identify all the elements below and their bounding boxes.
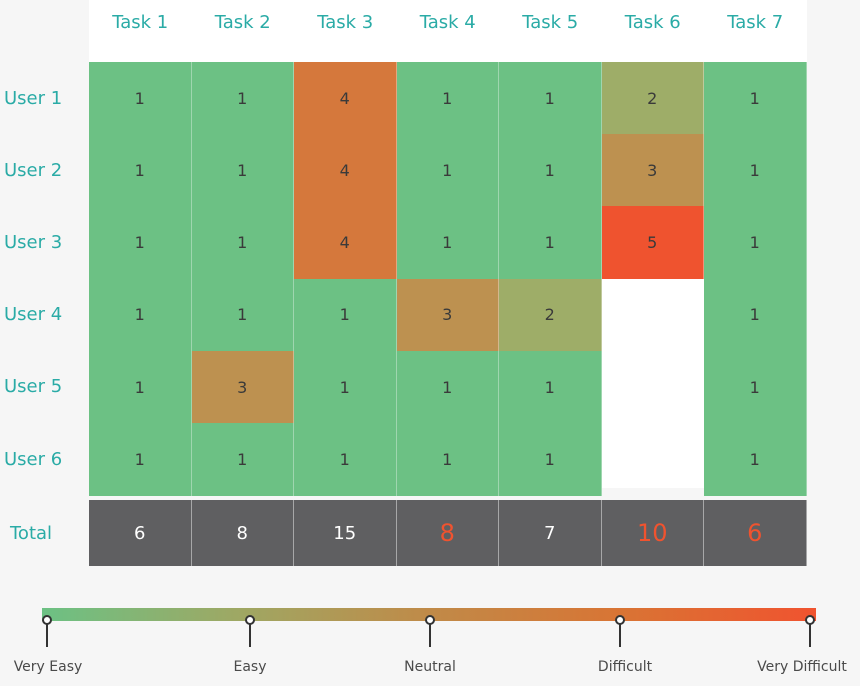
heatmap-cell: 1 <box>191 134 294 207</box>
total-label: Total <box>10 522 53 544</box>
total-cell: 8 <box>396 500 499 566</box>
heatmap-cell: 1 <box>499 134 602 207</box>
heatmap-cell: 1 <box>191 278 294 352</box>
column-header: Task 7 <box>727 11 784 33</box>
heatmap-cell: 1 <box>704 206 807 280</box>
column-header: Task 5 <box>522 11 579 33</box>
column-header: Task 1 <box>112 11 169 33</box>
heatmap-cell: 1 <box>704 350 807 424</box>
scale-label: Difficult <box>597 659 653 675</box>
heatmap-cell: 3 <box>601 134 704 207</box>
heatmap-cell: 4 <box>294 134 397 207</box>
heatmap-cell: 1 <box>499 62 602 135</box>
scale-tick-icon <box>42 615 52 647</box>
heatmap-cell: 1 <box>191 62 294 135</box>
heatmap-cell: 5 <box>601 206 704 280</box>
heatmap-cell: 1 <box>396 206 499 280</box>
heatmap-cell: 1 <box>89 423 192 496</box>
heatmap-cell: 3 <box>396 278 499 352</box>
column-header: Task 2 <box>214 11 271 33</box>
scale-label: Very Difficult <box>757 659 847 675</box>
heatmap-cell: 1 <box>704 278 807 352</box>
total-cell: 6 <box>89 500 192 566</box>
total-cell: 6 <box>704 500 807 566</box>
heatmap-cell: 1 <box>191 423 294 496</box>
heatmap-cell: 1 <box>89 62 192 135</box>
heatmap-cell: 1 <box>396 134 499 207</box>
heatmap-cell: 1 <box>191 206 294 280</box>
total-cell: 10 <box>601 500 704 566</box>
row-label: User 5 <box>4 376 63 398</box>
heatmap-cell: 1 <box>89 134 192 207</box>
heatmap-cell: 4 <box>294 62 397 135</box>
total-cell: 15 <box>294 500 397 566</box>
row-label: User 6 <box>4 448 63 470</box>
header-band <box>89 0 807 52</box>
scale-tick-icon <box>425 615 435 647</box>
scale-tick-icon <box>245 615 255 647</box>
heatmap-cell: 1 <box>396 350 499 424</box>
heatmap-cell: 1 <box>499 350 602 424</box>
scale-tick-icon <box>805 615 815 647</box>
column-header: Task 4 <box>419 11 476 33</box>
heatmap-cell: 1 <box>499 206 602 280</box>
scale-label: Very Easy <box>13 659 83 675</box>
heatmap-cell: 1 <box>294 350 397 424</box>
heatmap-cell: 1 <box>704 134 807 207</box>
heatmap-cell: 1 <box>89 206 192 280</box>
heatmap-cell: 1 <box>396 423 499 496</box>
heatmap-cell: 1 <box>499 423 602 496</box>
heatmap-cell: 1 <box>704 423 807 496</box>
heatmap-cell: 3 <box>191 350 294 424</box>
total-cell: 7 <box>499 500 602 566</box>
heatmap-cell: 1 <box>294 423 397 496</box>
row-label: User 4 <box>4 304 63 326</box>
heatmap-cell: 4 <box>294 206 397 280</box>
total-cell: 8 <box>191 500 294 566</box>
heatmap-cell: 1 <box>89 350 192 424</box>
heatmap-cell: 1 <box>294 278 397 352</box>
heatmap-cell: 2 <box>601 62 704 135</box>
heatmap-cell: 2 <box>499 278 602 352</box>
row-label: User 1 <box>4 87 63 109</box>
scale-label: Easy <box>233 659 267 675</box>
scale-label: Neutral <box>404 659 456 675</box>
heatmap-cell: 1 <box>704 62 807 135</box>
heatmap-cell: 1 <box>396 62 499 135</box>
scale-tick-icon <box>615 615 625 647</box>
row-label: User 2 <box>4 159 63 181</box>
column-header: Task 3 <box>317 11 374 33</box>
column-header: Task 6 <box>624 11 681 33</box>
row-label: User 3 <box>4 231 63 253</box>
heatmap-cell: 1 <box>89 278 192 352</box>
